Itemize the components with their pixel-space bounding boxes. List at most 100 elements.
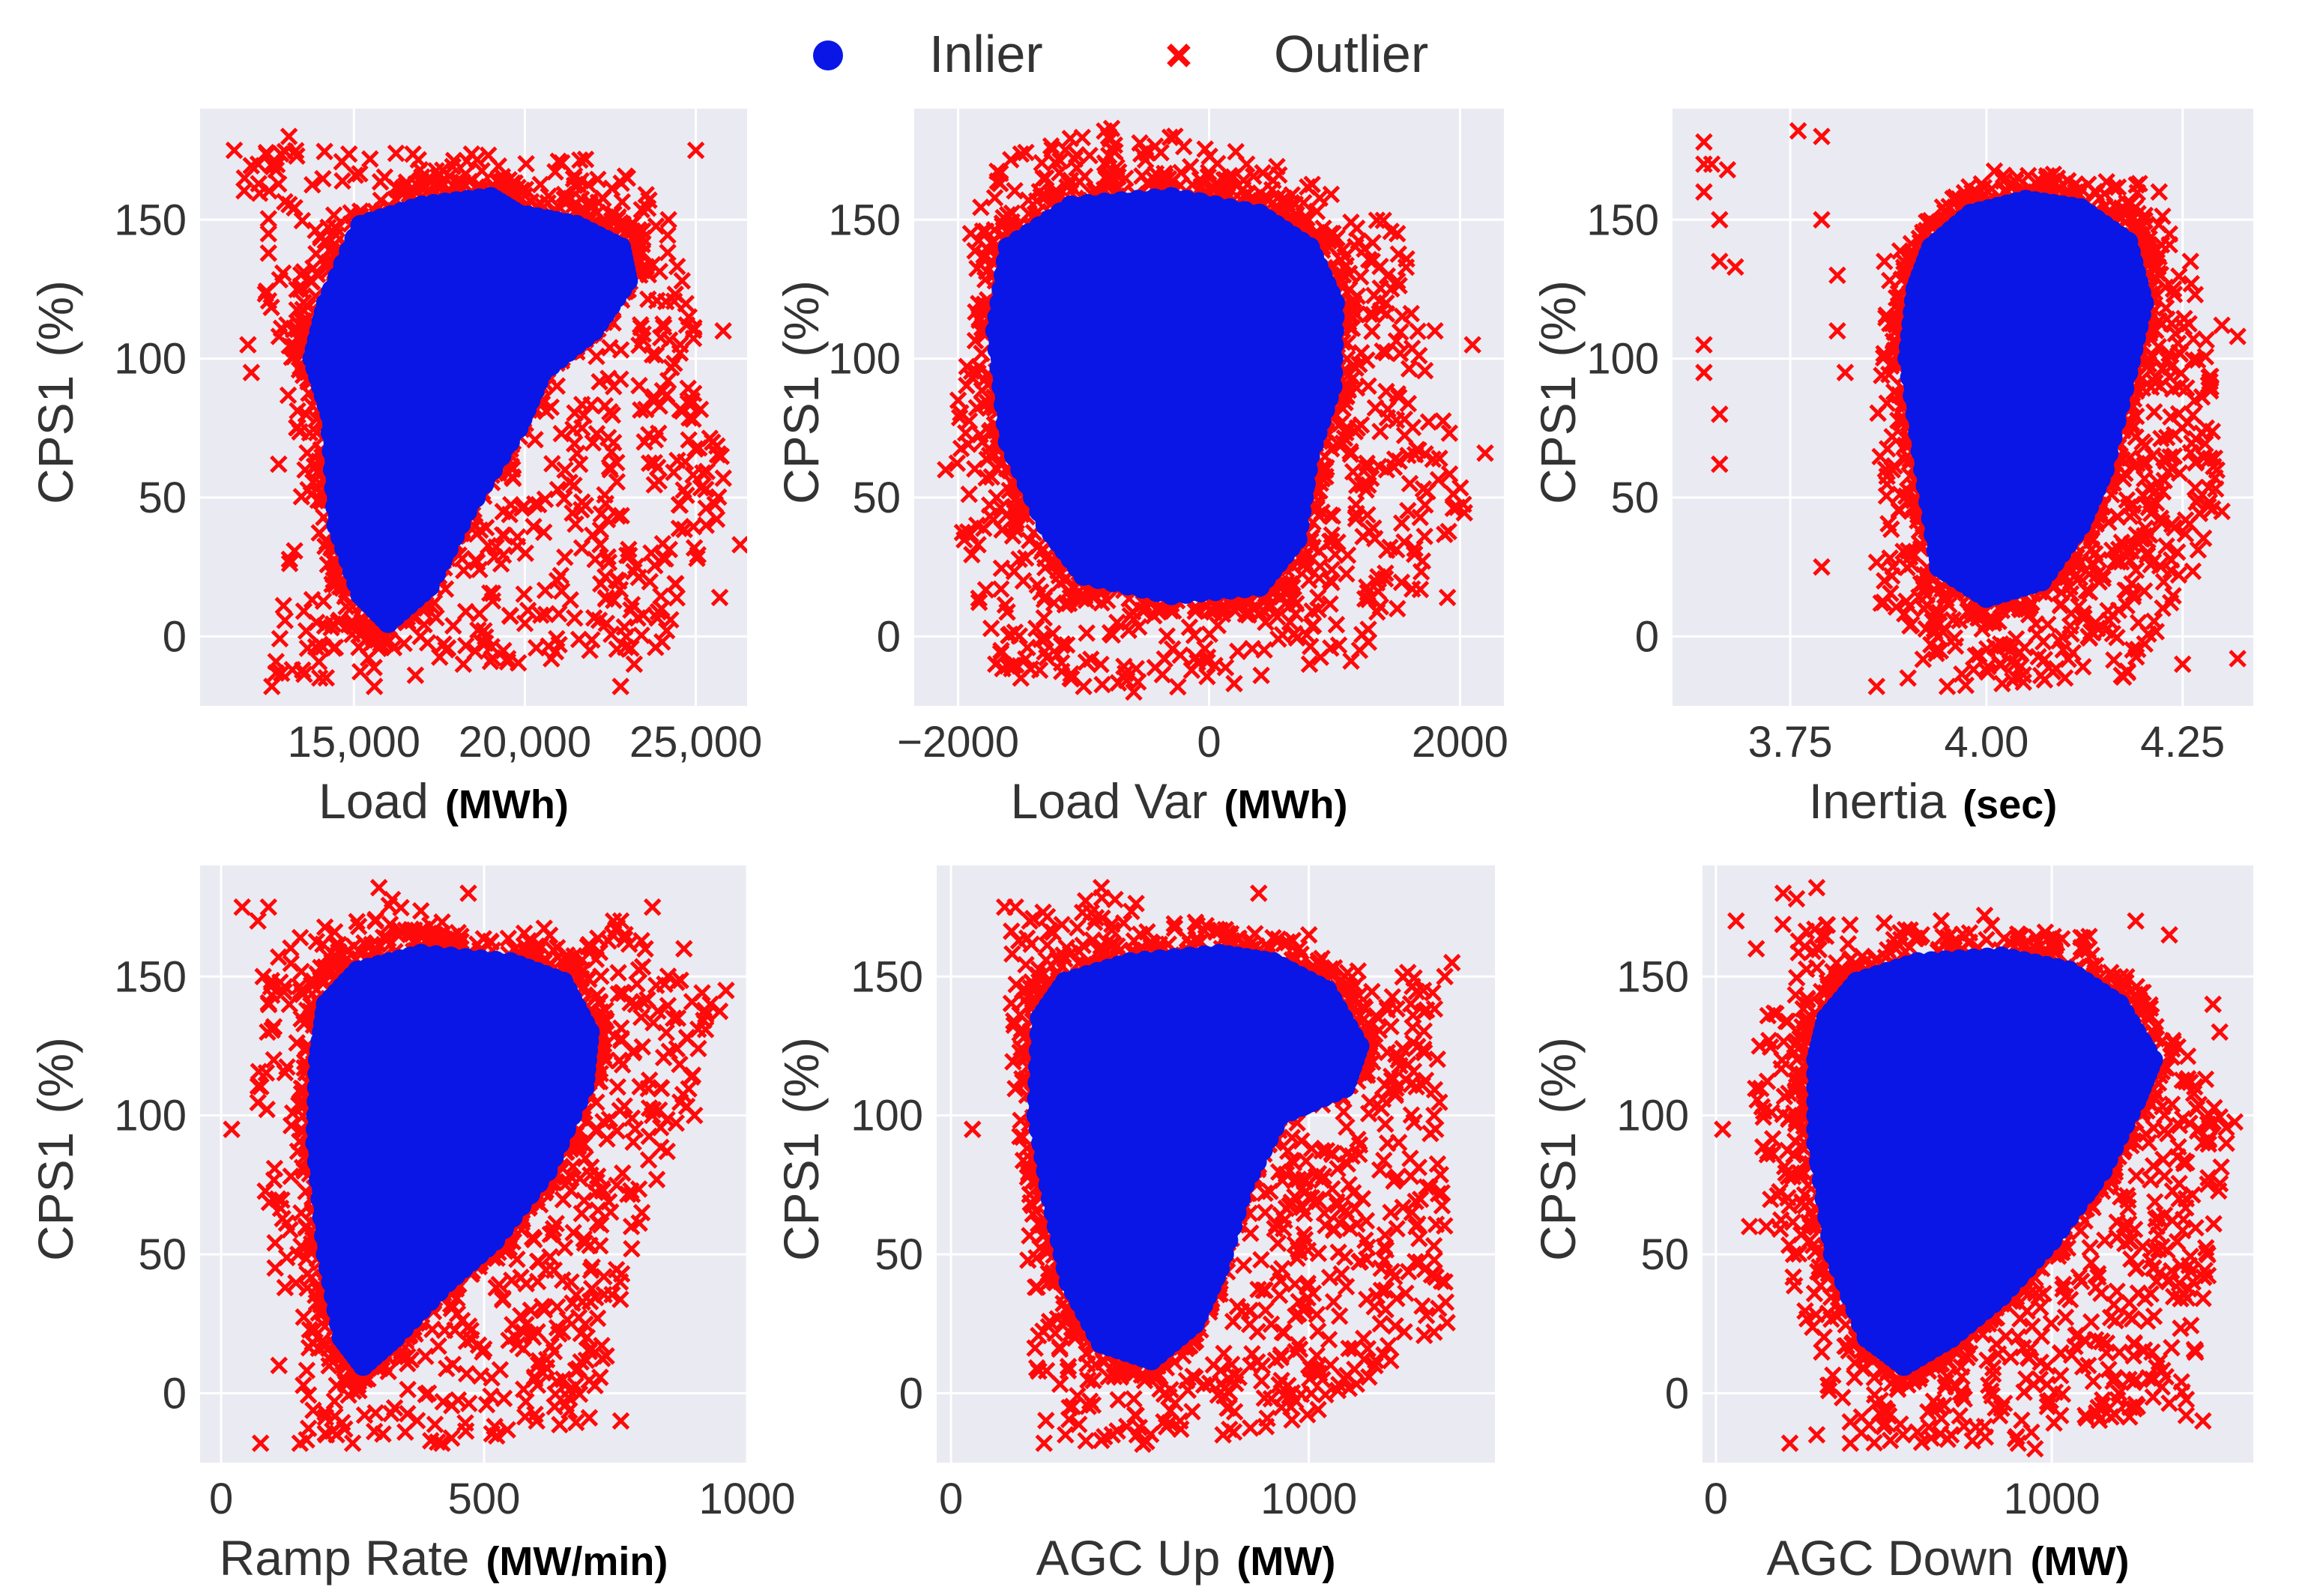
outlier-point xyxy=(528,1412,546,1430)
outlier-point xyxy=(695,1012,713,1030)
outlier-point xyxy=(2197,330,2215,349)
outlier-point xyxy=(2162,561,2180,580)
outlier-point xyxy=(1348,287,1367,306)
inlier-point xyxy=(2117,362,2139,384)
outlier-point xyxy=(1813,557,1831,576)
outlier-point xyxy=(657,1024,675,1042)
inlier-point xyxy=(1246,275,1268,297)
inlier-point xyxy=(1145,217,1167,239)
outlier-point xyxy=(1110,163,1128,181)
outlier-point xyxy=(552,154,571,172)
outlier-point xyxy=(1339,381,1358,399)
outlier-point xyxy=(618,169,637,187)
inlier-point xyxy=(380,569,402,590)
inlier-point xyxy=(1262,465,1284,487)
outlier-point xyxy=(508,537,527,555)
outlier-point xyxy=(249,1077,268,1095)
inlier-point xyxy=(486,325,508,347)
outlier-point xyxy=(291,277,310,295)
outlier-point xyxy=(479,536,498,555)
outlier-point xyxy=(580,935,598,954)
outlier-point xyxy=(1117,671,1136,689)
outlier-point xyxy=(998,603,1016,621)
outlier-point xyxy=(948,454,967,472)
outlier-point xyxy=(548,1298,567,1316)
outlier-point xyxy=(1388,599,1407,618)
outlier-point xyxy=(298,444,316,462)
outlier-point xyxy=(270,455,288,474)
outlier-point xyxy=(710,588,729,607)
inlier-point xyxy=(1969,300,1990,321)
outlier-point xyxy=(2157,429,2176,447)
outlier-point xyxy=(647,1170,666,1188)
outlier-point xyxy=(495,1389,513,1408)
outlier-point xyxy=(1169,677,1187,696)
outlier-point xyxy=(651,328,670,347)
outlier-point xyxy=(714,469,732,487)
inlier-point xyxy=(1066,325,1088,347)
outlier-point xyxy=(1953,665,1971,683)
outlier-point xyxy=(1329,636,1348,654)
outlier-point xyxy=(314,169,332,188)
outlier-point xyxy=(1125,683,1143,701)
inlier-point xyxy=(1987,356,2009,378)
outlier-point xyxy=(504,1316,522,1334)
inlier-point xyxy=(322,459,344,480)
outlier-point xyxy=(1377,382,1395,401)
inlier-point xyxy=(1087,521,1109,542)
outlier-point xyxy=(1387,332,1406,350)
inlier-point xyxy=(1953,285,1975,307)
outlier-point xyxy=(970,593,988,611)
outlier-point xyxy=(526,431,544,449)
outlier-point xyxy=(1883,428,1901,446)
outlier-point xyxy=(522,1326,540,1343)
outlier-point xyxy=(640,1127,659,1146)
outlier-point xyxy=(704,433,722,451)
outlier-point xyxy=(380,896,399,915)
outlier-point xyxy=(1340,265,1358,283)
outlier-point xyxy=(1431,450,1448,468)
inlier-point xyxy=(1187,404,1209,426)
outlier-point xyxy=(442,1429,461,1447)
outlier-point xyxy=(448,931,467,949)
outlier-point xyxy=(635,433,653,451)
outlier-point xyxy=(369,878,388,897)
outlier-point xyxy=(387,178,405,196)
outlier-point xyxy=(1052,653,1071,672)
outlier-point xyxy=(2097,621,2115,639)
inlier-point xyxy=(1242,350,1264,372)
outlier-point xyxy=(1006,656,1025,674)
outlier-point xyxy=(1451,479,1469,497)
outlier-point xyxy=(2157,537,2175,555)
outlier-point xyxy=(1877,306,1896,324)
outlier-point xyxy=(1198,668,1216,686)
inlier-point xyxy=(1972,241,1993,263)
inlier-point xyxy=(483,388,504,410)
load-y-tick-label: 100 xyxy=(114,335,187,384)
outlier-point xyxy=(456,1422,475,1440)
inlier-point xyxy=(995,413,1017,435)
inertia-x-axis-label: Inertia (sec) xyxy=(1809,773,2058,829)
outlier-point xyxy=(259,291,278,310)
outlier-point xyxy=(411,923,429,941)
outlier-point xyxy=(1322,440,1341,458)
outlier-point xyxy=(303,590,321,609)
inertia-y-axis-label: CPS1(%) xyxy=(1530,280,1586,504)
inlier-point xyxy=(1979,531,2001,552)
outlier-point xyxy=(2164,280,2183,298)
outlier-point xyxy=(1938,677,1957,695)
inlier-point xyxy=(333,302,355,324)
legend-outlier-marker xyxy=(1167,43,1191,67)
outlier-point xyxy=(2123,575,2141,593)
outlier-point xyxy=(446,1321,464,1339)
inlier-point xyxy=(1185,366,1207,387)
inlier-point xyxy=(989,357,1011,378)
outlier-point xyxy=(1341,305,1359,323)
outlier-point xyxy=(1934,623,1952,641)
inlier-point xyxy=(1915,475,1937,497)
load-var-x-tick-label: 2000 xyxy=(1412,718,1508,767)
inlier-point xyxy=(536,331,558,353)
outlier-point xyxy=(601,339,619,357)
outlier-point xyxy=(517,154,535,173)
outlier-point xyxy=(992,559,1011,578)
